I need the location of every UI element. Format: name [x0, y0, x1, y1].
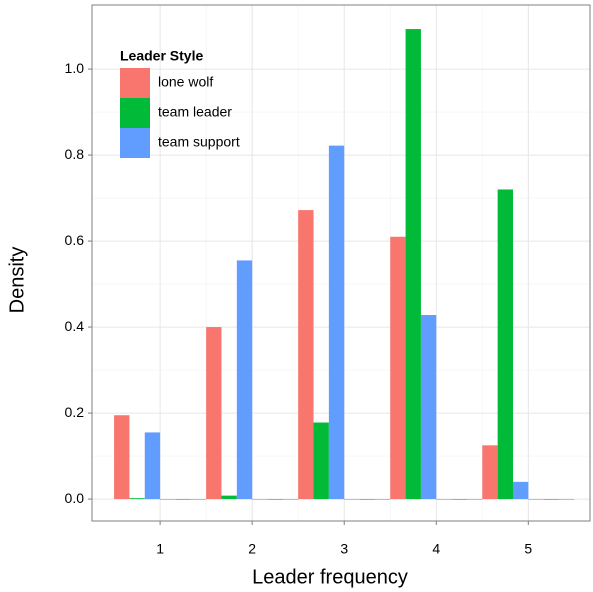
y-tick-label: 0.2 [65, 404, 85, 420]
y-tick-label: 0.6 [65, 232, 85, 248]
bar [252, 499, 268, 500]
y-tick-label: 0.0 [65, 490, 85, 506]
bar [528, 499, 544, 500]
panel-border [91, 4, 591, 522]
legend-key [120, 128, 150, 158]
bar [160, 499, 176, 500]
bar [206, 327, 222, 500]
bar [451, 499, 467, 500]
bar [236, 260, 253, 500]
x-tick-label: 5 [524, 541, 532, 557]
bar [466, 499, 483, 500]
bar [390, 236, 406, 500]
bar [114, 415, 130, 500]
bar [221, 495, 237, 500]
legend-title: Leader Style [120, 48, 203, 64]
y-tick-label: 1.0 [65, 60, 85, 76]
bar [436, 499, 452, 500]
bar [512, 481, 529, 500]
legend-key [120, 68, 150, 98]
bar [543, 499, 560, 500]
x-tick-label: 3 [340, 541, 348, 557]
y-axis-title: Density [6, 247, 28, 314]
x-tick-label: 2 [248, 541, 256, 557]
legend-label: team leader [158, 104, 232, 120]
bar [313, 422, 329, 500]
bar [175, 499, 191, 500]
legend-key [120, 98, 150, 128]
x-tick-label: 4 [432, 541, 440, 557]
bar [282, 499, 299, 500]
y-tick-label: 0.4 [65, 318, 85, 334]
x-axis-title: Leader frequency [252, 566, 408, 588]
bar [405, 29, 421, 500]
bar [144, 432, 161, 500]
bar [267, 499, 283, 500]
bar [328, 145, 345, 500]
bar [374, 499, 391, 500]
bar [344, 499, 360, 500]
bar [497, 189, 513, 500]
bar [359, 499, 375, 500]
legend-label: lone wolf [158, 74, 213, 90]
bar [420, 315, 437, 500]
bar [559, 499, 575, 500]
x-tick-label: 1 [156, 541, 164, 557]
bar [129, 498, 145, 500]
bar [190, 499, 207, 500]
bar [298, 210, 314, 500]
legend-label: team support [158, 134, 240, 150]
bar [482, 445, 498, 500]
y-tick-label: 0.8 [65, 146, 85, 162]
